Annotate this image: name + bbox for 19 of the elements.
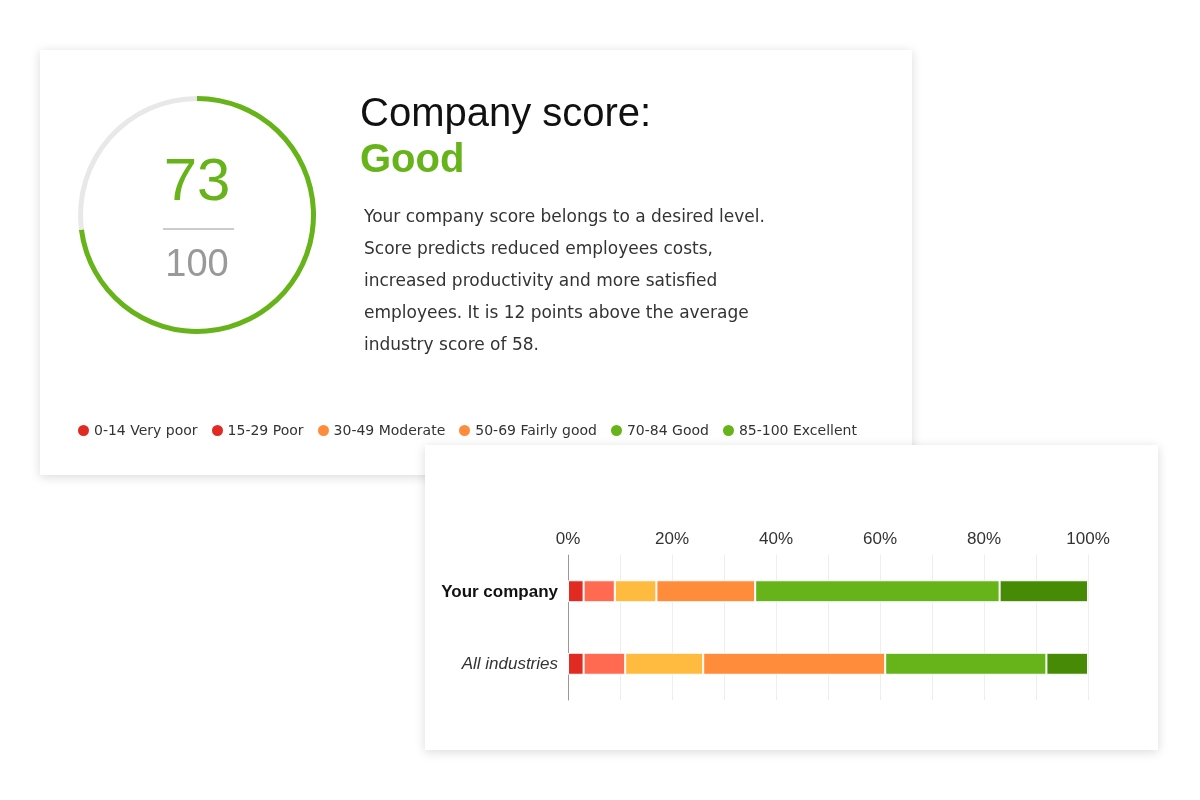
text: 100 bbox=[164, 242, 230, 285]
text: Good bbox=[360, 136, 465, 181]
text: 85-100 Excellent bbox=[738, 422, 857, 438]
x-tick-label: 100% bbox=[1066, 529, 1110, 548]
text: Company score: bbox=[360, 90, 652, 135]
x-tick-label: 80% bbox=[966, 529, 1002, 548]
text: 70-84 Good bbox=[626, 422, 709, 438]
text: Your company score belongs to a desired level. Score predicts reduced employees costs, increased productivity and more satisfied employees. It is 12 points above the average industry score of 58. bbox=[364, 205, 766, 356]
text: 50-69 Fairly good bbox=[475, 422, 597, 438]
text: 0-14 Very poor bbox=[94, 422, 198, 438]
x-tick-label: 0% bbox=[555, 529, 581, 548]
y-tick-label: All industries bbox=[460, 654, 559, 674]
text: 15-29 Poor bbox=[227, 422, 304, 438]
text: 30-49 Moderate bbox=[333, 422, 446, 438]
x-tick-label: 20% bbox=[654, 529, 690, 548]
x-tick-label: 40% bbox=[758, 529, 794, 548]
x-tick-label: 60% bbox=[862, 529, 898, 548]
y-tick-label: Your company bbox=[441, 581, 559, 601]
text: 73 bbox=[162, 145, 232, 214]
